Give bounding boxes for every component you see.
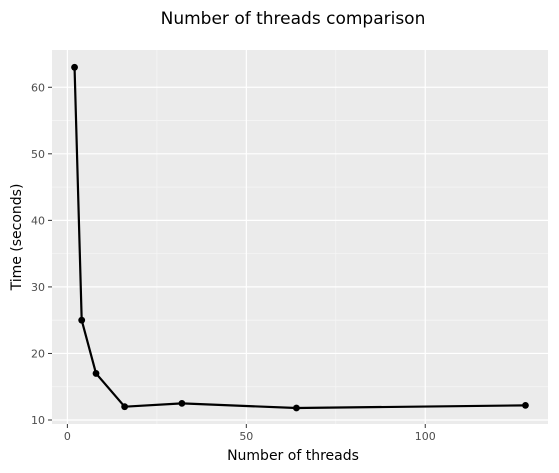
y-tick-label: 50 (31, 148, 45, 161)
x-axis-label: Number of threads (227, 448, 359, 464)
y-axis-label: Time (seconds) (9, 184, 25, 292)
plot-panel (52, 50, 548, 424)
y-tick-label: 30 (31, 281, 45, 294)
y-tick-label: 20 (31, 347, 45, 360)
y-tick-label: 10 (31, 414, 45, 427)
data-point (121, 403, 129, 411)
data-point (178, 399, 186, 407)
data-point (522, 401, 529, 409)
data-point (71, 63, 78, 71)
data-point (92, 370, 100, 377)
chart-title: Number of threads comparison (161, 9, 426, 29)
data-points (71, 63, 529, 412)
y-ticks: 10 20 30 40 50 60 (31, 81, 52, 427)
minor-grid (52, 50, 548, 424)
data-point (78, 316, 86, 324)
y-tick-label: 40 (31, 214, 45, 227)
data-point (293, 404, 300, 412)
x-tick-label: 0 (64, 430, 71, 443)
x-tick-label: 100 (415, 430, 436, 443)
major-grid (52, 50, 548, 424)
x-ticks: 0 50 100 (64, 424, 436, 443)
y-tick-label: 60 (31, 81, 45, 94)
x-tick-label: 50 (239, 430, 253, 443)
